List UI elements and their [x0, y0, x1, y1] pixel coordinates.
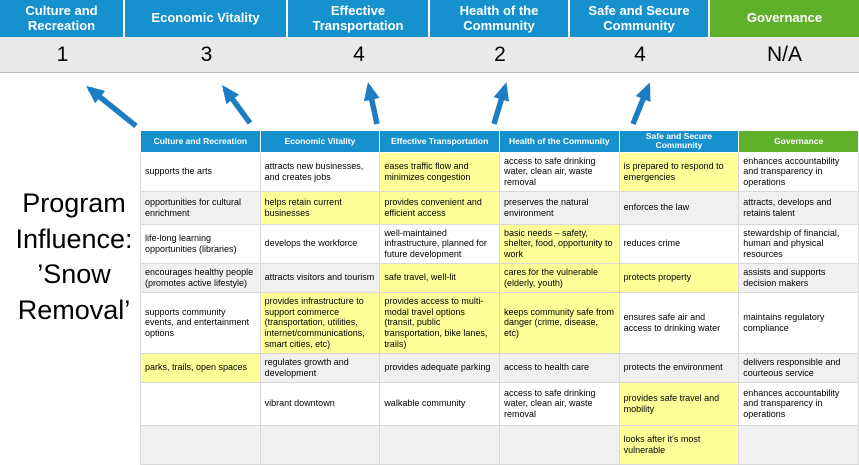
column-header-safe-and-secure-community: Safe and Secure Community [618, 130, 740, 153]
vision-table-body: supports the arts attracts new businesses… [140, 151, 859, 465]
program-influence-line: ’Snow [37, 259, 111, 290]
score-value-culture-and-recreation: 1 [56, 42, 69, 66]
table-cell: keeps community safe from danger (crime,… [498, 291, 620, 354]
table-cell [498, 424, 620, 465]
table-row: opportunities for cultural enrichment hel… [140, 190, 859, 225]
table-cell: delivers responsible and courteous servi… [738, 352, 859, 383]
arrow-up-icon [222, 84, 253, 125]
table-cell [379, 424, 500, 465]
column-header-effective-transportation: Effective Transportation [379, 130, 500, 153]
arrow-up-icon [363, 82, 380, 125]
arrow-up-icon [630, 82, 651, 126]
program-influence-line: Removal’ [17, 294, 131, 325]
table-cell: parks, trails, open spaces [140, 352, 261, 383]
table-cell: ensures safe air and access to drinking … [618, 291, 740, 354]
score-value-governance: N/A [766, 42, 802, 66]
table-row: encourages healthy people (promotes acti… [140, 262, 859, 293]
table-cell: access to health care [498, 352, 620, 383]
table-cell: life-long learning opportunities (librar… [140, 223, 261, 264]
table-cell: cares for the vulnerable (elderly, youth… [498, 262, 620, 293]
arrows-layer [86, 82, 651, 129]
table-cell: regulates growth and development [259, 352, 381, 383]
table-cell: provides adequate parking [379, 352, 500, 383]
program-influence-line: Program [22, 188, 126, 218]
column-header-governance: Governance [738, 130, 859, 153]
table-cell: vibrant downtown [259, 381, 381, 426]
table-header-row: Culture and Recreation Economic Vitality… [140, 130, 859, 153]
table-cell [259, 424, 381, 465]
table-row: supports the arts attracts new businesses… [140, 151, 859, 192]
table-cell: enhances accountability and transparency… [738, 151, 859, 192]
arrow-up-icon [491, 82, 509, 125]
scoreboard-header-culture-and-recreation: Culture and Recreation [0, 0, 123, 37]
scoreboard-header-governance: Governance [710, 0, 859, 37]
table-row: vibrant downtown walkable community access… [140, 381, 859, 426]
table-cell: walkable community [379, 381, 500, 426]
table-cell: reduces crime [618, 223, 740, 264]
table-cell: supports community events, and entertain… [140, 291, 261, 354]
table-cell: assists and supports decision makers [738, 262, 859, 293]
table-cell: is prepared to respond to emergencies [618, 151, 740, 192]
score-value-economic-vitality: 3 [200, 42, 213, 66]
table-cell: encourages healthy people (promotes acti… [140, 262, 261, 293]
table-row: looks after it's most vulnerable [140, 424, 859, 465]
scoreboard-header-economic-vitality: Economic Vitality [125, 0, 286, 37]
table-row: life-long learning opportunities (librar… [140, 223, 859, 264]
column-header-health-of-the-community: Health of the Community [498, 130, 620, 153]
column-header-economic-vitality: Economic Vitality [259, 130, 381, 153]
table-cell: protects property [618, 262, 740, 293]
table-cell: attracts new businesses, and creates job… [259, 151, 381, 192]
scoreboard-header-safe-and-secure-community: Safe and Secure Community [570, 0, 708, 37]
score-value-safe-and-secure-community: 4 [634, 42, 646, 66]
table-cell: attracts, develops and retains talent [738, 190, 859, 225]
table-cell: safe travel, well-lit [379, 262, 500, 293]
table-cell: attracts visitors and tourism [259, 262, 381, 293]
table-cell: provides access to multi-modal travel op… [379, 291, 500, 354]
program-influence-label: Program Influence: ’Snow Removal’ [0, 186, 148, 329]
program-influence-line: Influence: [15, 223, 133, 254]
table-cell: enhances accountability and transparency… [738, 381, 859, 426]
vision-table: Culture and Recreation Economic Vitality… [140, 130, 859, 465]
table-row: supports community events, and entertain… [140, 291, 859, 354]
table-cell [738, 424, 859, 465]
table-cell [140, 424, 261, 465]
table-cell: basic needs – safety, shelter, food, opp… [498, 223, 620, 264]
table-cell: provides safe travel and mobility [618, 381, 740, 426]
table-row: parks, trails, open spaces regulates grow… [140, 352, 859, 383]
column-header-culture-and-recreation: Culture and Recreation [140, 130, 261, 153]
scoreboard-header-row: Culture and Recreation Economic Vitality… [0, 0, 859, 37]
table-cell: access to safe drinking water, clean air… [498, 381, 620, 426]
score-strip: 1 3 4 2 4 N/A [0, 37, 859, 73]
table-cell: access to safe drinking water, clean air… [498, 151, 620, 192]
table-cell: maintains regulatory compliance [738, 291, 859, 354]
score-value-effective-transportation: 4 [353, 42, 365, 66]
table-cell: preserves the natural environment [498, 190, 620, 225]
table-cell: supports the arts [140, 151, 261, 192]
vision-table-header: Culture and Recreation Economic Vitality… [140, 130, 859, 153]
table-cell [140, 381, 261, 426]
scoreboard-header-effective-transportation: Effective Transportation [288, 0, 428, 37]
table-cell: opportunities for cultural enrichment [140, 190, 261, 225]
table-cell: well-maintained infrastructure, planned … [379, 223, 500, 264]
table-cell: enforces the law [618, 190, 740, 225]
table-cell: protects the environment [618, 352, 740, 383]
table-cell: looks after it's most vulnerable [618, 424, 740, 465]
table-cell: provides convenient and efficient access [379, 190, 500, 225]
scoreboard-header-health-of-the-community: Health of the Community [430, 0, 568, 37]
table-cell: stewardship of financial, human and phys… [738, 223, 859, 264]
arrow-up-icon [86, 85, 138, 129]
table-cell: helps retain current businesses [259, 190, 381, 225]
table-cell: develops the workforce [259, 223, 381, 264]
table-cell: provides infrastructure to support comme… [259, 291, 381, 354]
table-cell: eases traffic flow and minimizes congest… [379, 151, 500, 192]
score-value-health-of-the-community: 2 [494, 42, 506, 66]
